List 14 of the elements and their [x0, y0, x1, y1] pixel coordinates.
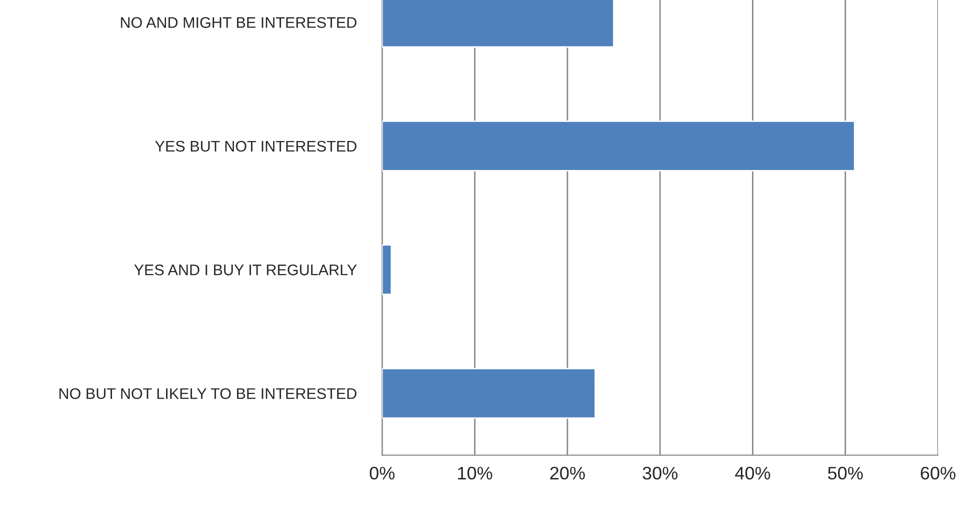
x-tick-label: 10%	[458, 466, 492, 480]
bar	[382, 368, 596, 419]
x-tick-label: 60%	[920, 466, 956, 480]
bar	[382, 120, 856, 172]
bar	[382, 244, 392, 296]
y-tick-label: YES AND I BUY IT REGULARLY	[134, 264, 357, 276]
x-tick-label: 30%	[642, 466, 678, 480]
x-tick-label: 0%	[370, 466, 395, 480]
y-tick-label: YES BUT NOT INTERESTED	[155, 140, 356, 152]
x-tick-label: 40%	[735, 466, 770, 480]
x-tick-label: 50%	[828, 466, 863, 480]
y-tick-label: NO AND MIGHT BE INTERESTED	[120, 17, 356, 28]
x-tick-label: 20%	[550, 466, 585, 480]
y-tick-label: NO BUT NOT LIKELY TO BE INTERESTED	[59, 388, 356, 400]
